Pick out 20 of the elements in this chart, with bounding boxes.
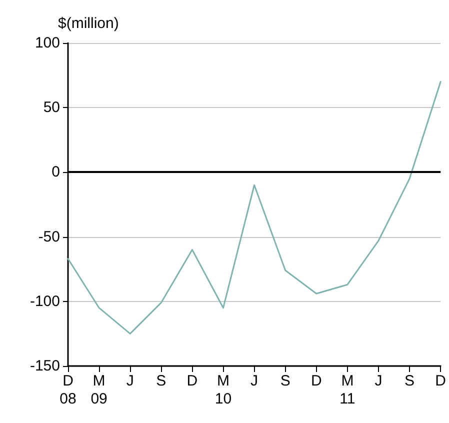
- y-axis-title: $(million): [58, 15, 119, 32]
- x-tick-label: D: [310, 372, 322, 390]
- x-tick-label: S: [156, 372, 166, 390]
- x-tick-label: S: [280, 372, 290, 390]
- x-tick-label: S: [404, 372, 415, 390]
- y-tick-label: -100: [30, 292, 60, 310]
- x-tick-label: J: [250, 372, 258, 390]
- x-tick-label: J: [374, 372, 382, 390]
- x-tick-label: M 10: [214, 372, 232, 408]
- y-tick-label: 50: [43, 99, 60, 116]
- y-tick-label: 0: [52, 164, 60, 181]
- x-tick-label: D 08: [60, 372, 76, 408]
- x-tick-label: J: [126, 372, 134, 390]
- y-tick-label: 100: [34, 34, 60, 52]
- y-tick-label: -50: [38, 228, 60, 246]
- y-tick-label: -150: [30, 358, 60, 374]
- x-tick-label: M 09: [90, 372, 108, 408]
- x-tick-label: D: [435, 372, 446, 390]
- x-tick-label: M 11: [340, 372, 356, 408]
- x-tick-label: D: [186, 372, 198, 390]
